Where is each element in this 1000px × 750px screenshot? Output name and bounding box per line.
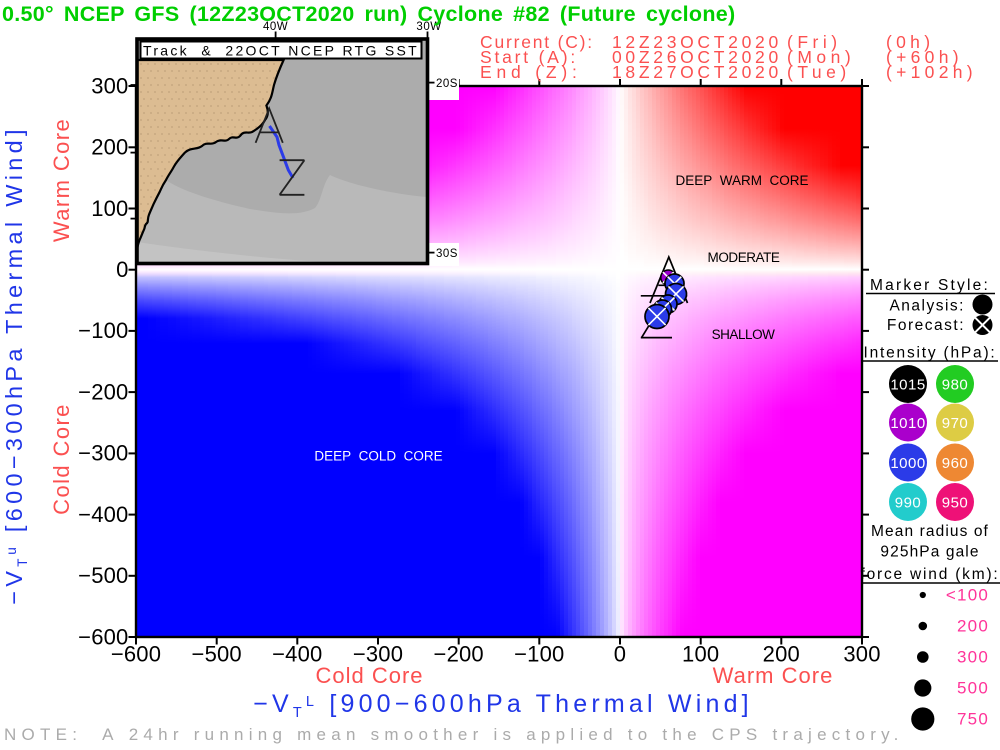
svg-text:Intensity (hPa):: Intensity (hPa): bbox=[863, 345, 996, 362]
svg-text:1010: 1010 bbox=[890, 415, 925, 432]
svg-text:−400: −400 bbox=[78, 502, 128, 527]
svg-text:0: 0 bbox=[614, 642, 626, 667]
svg-text:00Z26OCT2020: 00Z26OCT2020 bbox=[612, 47, 782, 67]
svg-text:(+60h): (+60h) bbox=[886, 47, 963, 67]
svg-text:Cold Core: Cold Core bbox=[315, 663, 423, 688]
svg-text:−300: −300 bbox=[353, 642, 403, 667]
svg-text:−600: −600 bbox=[111, 642, 161, 667]
svg-text:Forecast:: Forecast: bbox=[887, 317, 965, 334]
svg-text:30S: 30S bbox=[436, 248, 458, 260]
svg-text:Track & 22OCT NCEP RTG SST: Track & 22OCT NCEP RTG SST bbox=[143, 43, 419, 59]
svg-text:100: 100 bbox=[682, 642, 719, 667]
svg-text:200: 200 bbox=[957, 617, 989, 636]
svg-text:−VTL [900−600hPa Thermal Wind]: −VTL [900−600hPa Thermal Wind] bbox=[253, 690, 753, 721]
svg-text:−500: −500 bbox=[78, 563, 128, 588]
svg-text:−200: −200 bbox=[78, 379, 128, 404]
svg-text:(Fri): (Fri) bbox=[787, 32, 842, 52]
svg-text:SHALLOW: SHALLOW bbox=[712, 327, 776, 342]
svg-text:Analysis:: Analysis: bbox=[889, 298, 965, 315]
svg-text:950: 950 bbox=[942, 495, 969, 512]
svg-text:Warm Core: Warm Core bbox=[49, 118, 74, 242]
svg-text:980: 980 bbox=[942, 377, 969, 394]
svg-text:−VTu [600−300hPa Thermal Wind]: −VTu [600−300hPa Thermal Wind] bbox=[1, 125, 30, 605]
svg-text:925hPa gale: 925hPa gale bbox=[880, 544, 979, 561]
svg-text:500: 500 bbox=[957, 679, 989, 698]
svg-text:960: 960 bbox=[942, 455, 969, 472]
svg-text:<100: <100 bbox=[946, 586, 989, 605]
svg-text:Mean radius of: Mean radius of bbox=[871, 523, 989, 540]
svg-text:Cold Core: Cold Core bbox=[49, 403, 74, 515]
svg-text:−100: −100 bbox=[514, 642, 564, 667]
svg-text:750: 750 bbox=[957, 710, 989, 729]
svg-text:Current (C):: Current (C): bbox=[480, 32, 594, 52]
svg-text:(Mon): (Mon) bbox=[787, 47, 855, 67]
svg-text:End (Z):: End (Z): bbox=[480, 62, 582, 82]
svg-text:100: 100 bbox=[91, 196, 128, 221]
svg-text:970: 970 bbox=[942, 415, 969, 432]
svg-text:MODERATE: MODERATE bbox=[708, 250, 780, 265]
svg-text:1000: 1000 bbox=[890, 455, 925, 472]
svg-text:−600: −600 bbox=[78, 624, 128, 649]
svg-text:200: 200 bbox=[763, 642, 800, 667]
svg-text:force wind (km):: force wind (km): bbox=[860, 566, 999, 583]
svg-text:−200: −200 bbox=[434, 642, 484, 667]
svg-text:Marker Style:: Marker Style: bbox=[870, 277, 990, 294]
svg-text:−100: −100 bbox=[78, 318, 128, 343]
svg-text:12Z23OCT2020: 12Z23OCT2020 bbox=[612, 32, 782, 52]
svg-text:300: 300 bbox=[91, 73, 128, 98]
svg-text:990: 990 bbox=[895, 495, 922, 512]
svg-text:200: 200 bbox=[91, 135, 128, 160]
svg-text:DEEP WARM CORE: DEEP WARM CORE bbox=[675, 173, 808, 188]
svg-text:0: 0 bbox=[116, 257, 128, 282]
svg-text:NOTE: A 24hr running mean smo: NOTE: A 24hr running mean smoother is ap… bbox=[4, 725, 904, 744]
svg-text:−300: −300 bbox=[78, 441, 128, 466]
svg-text:300: 300 bbox=[843, 642, 880, 667]
svg-text:18Z27OCT2020: 18Z27OCT2020 bbox=[612, 62, 782, 82]
svg-text:(0h): (0h) bbox=[886, 32, 934, 52]
svg-text:300: 300 bbox=[957, 648, 989, 667]
svg-text:DEEP COLD CORE: DEEP COLD CORE bbox=[314, 449, 442, 464]
svg-text:(+102h): (+102h) bbox=[886, 62, 977, 82]
svg-text:20S: 20S bbox=[436, 78, 458, 90]
svg-text:0.50° NCEP GFS (12Z23OCT2020 r: 0.50° NCEP GFS (12Z23OCT2020 run) Cyclon… bbox=[2, 2, 735, 26]
svg-text:−500: −500 bbox=[192, 642, 242, 667]
svg-text:(Tue): (Tue) bbox=[787, 62, 851, 82]
svg-text:40W: 40W bbox=[263, 21, 288, 33]
svg-text:30W: 30W bbox=[416, 21, 441, 33]
svg-text:Warm Core: Warm Core bbox=[713, 663, 834, 688]
svg-text:−400: −400 bbox=[272, 642, 322, 667]
svg-text:1015: 1015 bbox=[890, 377, 925, 394]
svg-text:Start (A):: Start (A): bbox=[480, 47, 578, 67]
